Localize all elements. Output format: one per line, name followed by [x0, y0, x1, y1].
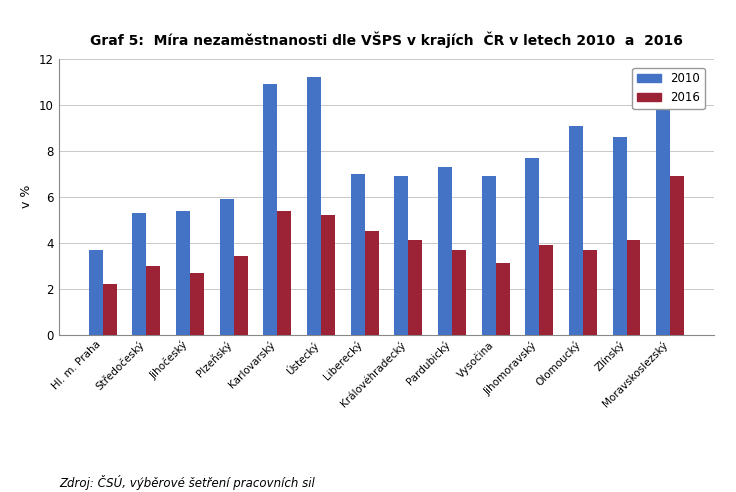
Bar: [438, 167, 452, 335]
Bar: [495, 263, 509, 335]
Bar: [146, 266, 160, 335]
Bar: [263, 84, 277, 335]
Legend: 2010, 2016: 2010, 2016: [632, 68, 705, 109]
Bar: [132, 213, 146, 335]
Bar: [657, 100, 670, 335]
Bar: [219, 199, 233, 335]
Y-axis label: v %: v %: [21, 185, 33, 209]
Bar: [190, 273, 204, 335]
Bar: [350, 174, 364, 335]
Title: Graf 5:  Míra nezaměstnanosti dle VŠPS v krajích  ČR v letech 2010  a  2016: Graf 5: Míra nezaměstnanosti dle VŠPS v …: [90, 31, 683, 48]
Bar: [569, 125, 583, 335]
Bar: [277, 211, 291, 335]
Bar: [539, 245, 553, 335]
Bar: [626, 241, 640, 335]
Bar: [233, 256, 247, 335]
Bar: [670, 176, 684, 335]
Bar: [408, 241, 422, 335]
Bar: [612, 137, 626, 335]
Bar: [364, 231, 378, 335]
Bar: [321, 215, 335, 335]
Bar: [583, 249, 597, 335]
Bar: [88, 249, 102, 335]
Text: Zdroj: ČSÚ, výběrové šetření pracovních sil: Zdroj: ČSÚ, výběrové šetření pracovních …: [59, 475, 314, 490]
Bar: [526, 158, 539, 335]
Bar: [452, 249, 466, 335]
Bar: [394, 176, 408, 335]
Bar: [307, 77, 321, 335]
Bar: [176, 211, 190, 335]
Bar: [481, 176, 495, 335]
Bar: [102, 284, 116, 335]
